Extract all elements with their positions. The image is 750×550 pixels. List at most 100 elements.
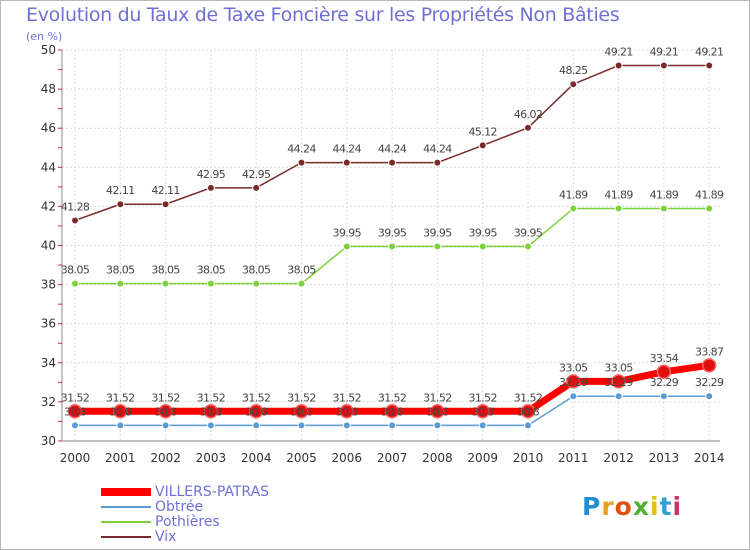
data-label-1: 30.8 <box>426 405 449 418</box>
data-point-2 <box>342 242 351 251</box>
logo-letter: i <box>672 492 683 521</box>
data-point-1 <box>116 421 125 430</box>
data-point-1 <box>614 392 623 401</box>
data-label-2: 39.95 <box>468 226 497 239</box>
data-label-1: 30.8 <box>336 405 359 418</box>
data-label-1: 32.29 <box>604 376 633 389</box>
data-label-2: 39.95 <box>378 226 407 239</box>
data-label-1: 30.8 <box>472 405 495 418</box>
data-point-3 <box>524 123 532 132</box>
data-label-0: 31.52 <box>61 391 90 404</box>
legend-swatch <box>101 506 151 508</box>
data-point-1 <box>71 421 79 430</box>
data-label-2: 38.05 <box>287 264 316 277</box>
data-label-3: 42.95 <box>197 168 226 181</box>
data-point-1 <box>342 421 351 430</box>
data-point-2 <box>252 279 261 288</box>
data-point-2 <box>206 279 215 288</box>
legend-item-1: Obtrée <box>101 500 203 514</box>
data-label-1: 30.8 <box>381 405 404 418</box>
data-label-2: 38.05 <box>106 264 135 277</box>
data-label-1: 32.29 <box>650 376 679 389</box>
x-tick-label: 2007 <box>377 451 408 465</box>
data-point-2 <box>297 279 306 288</box>
data-label-3: 49.21 <box>695 45 724 58</box>
data-point-3 <box>388 158 397 167</box>
data-point-0 <box>294 404 309 419</box>
data-label-0: 31.52 <box>423 391 452 404</box>
data-label-3: 44.24 <box>333 143 362 156</box>
data-point-3 <box>206 183 215 192</box>
data-label-0: 31.52 <box>151 391 180 404</box>
data-point-1 <box>252 421 261 430</box>
y-tick-label: 46 <box>41 121 56 135</box>
legend-label: Obtrée <box>155 499 204 515</box>
data-label-2: 41.89 <box>650 189 679 202</box>
data-point-0 <box>611 374 626 389</box>
data-point-0 <box>248 404 264 419</box>
data-point-0 <box>113 404 128 419</box>
data-point-3 <box>71 216 79 225</box>
data-label-1: 30.8 <box>245 405 268 418</box>
data-point-1 <box>569 392 578 401</box>
data-label-3: 48.25 <box>559 64 588 77</box>
data-point-3 <box>342 158 351 167</box>
data-point-3 <box>478 141 487 150</box>
x-tick-label: 2013 <box>649 451 680 465</box>
x-tick-label: 2008 <box>422 451 453 465</box>
data-label-2: 41.89 <box>695 189 724 202</box>
y-tick-label: 32 <box>41 395 56 409</box>
data-point-0 <box>158 404 173 419</box>
data-point-1 <box>659 392 668 401</box>
logo-letter: i <box>650 492 660 521</box>
data-label-1: 30.8 <box>290 405 313 418</box>
y-tick-label: 40 <box>41 239 56 253</box>
data-label-0: 33.05 <box>604 361 633 374</box>
legend-swatch <box>101 488 151 496</box>
logo-letter: r <box>601 492 615 521</box>
data-label-2: 38.05 <box>151 264 180 277</box>
data-point-1 <box>388 421 397 430</box>
x-tick-label: 2011 <box>558 451 589 465</box>
x-tick-label: 2003 <box>196 451 227 465</box>
data-point-0 <box>203 404 219 419</box>
data-label-0: 33.87 <box>695 345 724 358</box>
data-label-2: 41.89 <box>559 189 588 202</box>
data-point-2 <box>388 242 397 251</box>
data-point-1 <box>206 421 215 430</box>
data-label-0: 31.52 <box>287 391 316 404</box>
data-point-1 <box>478 421 487 430</box>
data-point-3 <box>659 61 668 70</box>
data-point-3 <box>569 80 578 89</box>
data-point-2 <box>705 204 714 213</box>
legend-item-3: Vix <box>101 530 176 544</box>
y-tick-label: 34 <box>41 356 56 370</box>
y-tick-label: 38 <box>41 278 56 292</box>
data-point-0 <box>67 404 83 419</box>
x-tick-label: 2001 <box>105 451 136 465</box>
data-label-2: 38.05 <box>242 264 271 277</box>
data-point-2 <box>614 204 623 213</box>
x-tick-label: 2014 <box>694 451 725 465</box>
legend-label: Pothières <box>155 514 220 530</box>
y-tick-label: 42 <box>41 199 56 213</box>
data-label-2: 39.95 <box>333 226 362 239</box>
x-tick-label: 2010 <box>513 451 544 465</box>
y-tick-label: 44 <box>41 160 56 174</box>
data-label-2: 39.95 <box>514 226 543 239</box>
data-label-0: 31.52 <box>514 391 543 404</box>
data-point-2 <box>71 279 79 288</box>
data-point-3 <box>614 61 623 70</box>
data-point-2 <box>478 242 487 251</box>
data-label-1: 30.8 <box>109 405 132 418</box>
data-label-2: 38.05 <box>197 264 226 277</box>
data-point-3 <box>705 61 714 70</box>
x-tick-label: 2004 <box>241 451 272 465</box>
logo-letter: P <box>582 492 602 521</box>
data-label-1: 30.8 <box>517 405 540 418</box>
data-label-0: 31.52 <box>333 391 362 404</box>
x-tick-label: 2000 <box>60 451 91 465</box>
data-point-2 <box>569 204 578 213</box>
data-label-2: 38.05 <box>61 264 90 277</box>
